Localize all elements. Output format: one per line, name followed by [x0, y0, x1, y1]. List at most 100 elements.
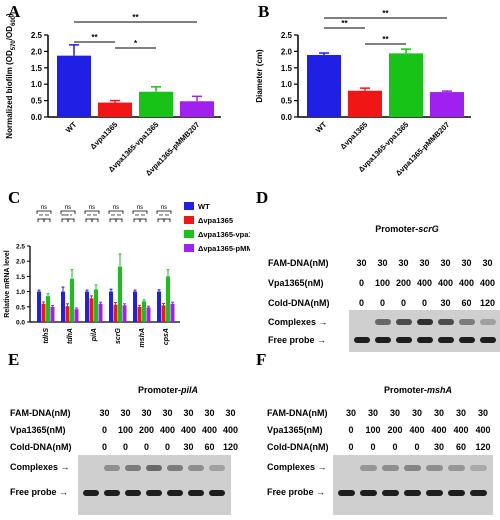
gel-image — [349, 310, 500, 352]
gel-lane-value: 30 — [461, 258, 472, 268]
significance-bracket — [115, 218, 123, 222]
x-tick-label: pilA — [91, 328, 98, 342]
y-axis-label-part: /OD — [5, 26, 14, 40]
significance-label: ** — [39, 214, 43, 220]
y-tick-label: 0.0 — [16, 320, 25, 327]
gel-lane-value: 0 — [358, 278, 364, 288]
complex-band — [209, 465, 225, 471]
complex-band — [360, 465, 377, 471]
x-tick-label: WT — [314, 120, 329, 135]
significance-label: ** — [165, 214, 169, 220]
bar — [139, 91, 173, 117]
gel-lane-value: 100 — [365, 425, 381, 435]
bar — [157, 291, 161, 322]
significance-label: ** — [382, 9, 389, 18]
complex-band — [396, 319, 412, 325]
gel-lane-value: 30 — [204, 408, 215, 418]
x-tick-label: mshA — [139, 328, 146, 347]
significance-label: ** — [141, 214, 145, 220]
gel-lane-value: 30 — [433, 408, 444, 418]
y-tick-label: 0.0 — [281, 113, 293, 122]
gel-row-values: 30 30 30 30 30 30 30 — [94, 408, 241, 418]
gel-lane-value: 0 — [348, 425, 354, 435]
significance-label: * — [134, 39, 138, 48]
gel-lane-value: 30 — [141, 408, 152, 418]
gel-lane-value: 30 — [440, 258, 451, 268]
bar — [37, 291, 41, 322]
gel-row-label: Vpa1365(nM) — [268, 278, 324, 288]
bar — [166, 276, 170, 322]
free-probe-band — [396, 337, 412, 343]
gel-f-title-gene: mshA — [427, 385, 453, 395]
complexes-label: Complexes → — [267, 462, 327, 472]
complex-band — [375, 319, 391, 325]
significance-label: ns — [89, 205, 95, 211]
complex-band — [448, 465, 465, 471]
y-tick-label: 1.0 — [31, 80, 43, 89]
y-tick-label: 0.0 — [31, 113, 43, 122]
gel-row-label: Cold-DNA(nM) — [267, 442, 329, 452]
legend-swatch — [184, 202, 194, 210]
gel-lane-value: 0 — [379, 298, 385, 308]
y-tick-label: 0.5 — [281, 97, 293, 106]
significance-bracket — [163, 218, 171, 222]
complex-band — [167, 465, 183, 471]
significance-label: ** — [135, 214, 139, 220]
bar — [170, 303, 175, 322]
y-axis-label: Diameter (cm) — [255, 49, 264, 103]
gel-row-values: 0 0 0 0 30 60 120 — [351, 298, 498, 308]
free-probe-band — [104, 490, 120, 496]
free-probe-band — [404, 490, 421, 496]
mrna-grouped-bar-chart: 0.0 0.5 1.0 1.5 2.0 2.5 Relative mRNA level ns *… — [4, 202, 250, 347]
gel-e-title-prefix: Promoter- — [137, 385, 181, 395]
complex-band — [438, 319, 454, 325]
free-probe-band — [83, 490, 99, 496]
gel-lane-value: 400 — [458, 278, 475, 288]
free-probe-band — [417, 337, 433, 343]
complex-band — [417, 319, 433, 325]
y-tick-label: 2.5 — [31, 31, 43, 40]
bar — [94, 289, 98, 322]
bar — [41, 303, 46, 322]
significance-bracket — [156, 210, 172, 214]
free-probe-band — [459, 337, 475, 343]
bar — [180, 101, 214, 117]
gel-image — [333, 455, 493, 515]
bar — [89, 298, 94, 322]
gel-lane-value: 30 — [398, 258, 409, 268]
y-axis-label-part: 570 — [11, 40, 17, 51]
significance-bracket — [139, 218, 147, 222]
gel-lane-value: 400 — [431, 425, 447, 435]
significance-bracket — [60, 210, 76, 214]
significance-label: ns — [41, 205, 47, 211]
free-probe-band — [470, 490, 487, 496]
significance-label: ** — [159, 214, 163, 220]
gel-lane-value: 0 — [414, 442, 420, 452]
y-axis-label-part: Normalized biofilm (OD — [5, 50, 14, 139]
gel-lane-value: 400 — [479, 278, 496, 288]
biofilm-bar-chart: 0.0 0.5 1.0 1.5 2.0 2.5 Normalized biofilm (OD… — [5, 13, 221, 178]
legend-label: Δvpa1365 — [198, 216, 233, 225]
y-tick-label: 1.5 — [16, 274, 25, 281]
bar — [348, 90, 382, 117]
x-tick-label: WT — [64, 120, 79, 135]
significance-label: ** — [382, 35, 389, 44]
significance-label: ns — [113, 205, 119, 211]
bar — [146, 307, 151, 322]
legend-label: Δvpa1365-vpa1365 — [198, 230, 250, 239]
gel-lane-value: 0 — [370, 442, 376, 452]
gel-lane-value: 400 — [416, 278, 433, 288]
gel-f-title-prefix: Promoter- — [383, 385, 427, 395]
bar — [118, 266, 122, 322]
significance-label: ** — [111, 214, 115, 220]
bar — [61, 291, 65, 322]
y-axis-label: Normalized biofilm (OD570/OD600) — [5, 13, 17, 139]
bar — [113, 304, 118, 322]
bar — [98, 303, 103, 322]
gel-lane-value: 120 — [475, 442, 491, 452]
gel-lane-value: 60 — [455, 442, 466, 452]
gel-lane-value: 400 — [222, 425, 239, 435]
y-axis-label-part: 600 — [11, 15, 17, 26]
bar — [74, 309, 79, 322]
free-probe-band — [382, 490, 399, 496]
